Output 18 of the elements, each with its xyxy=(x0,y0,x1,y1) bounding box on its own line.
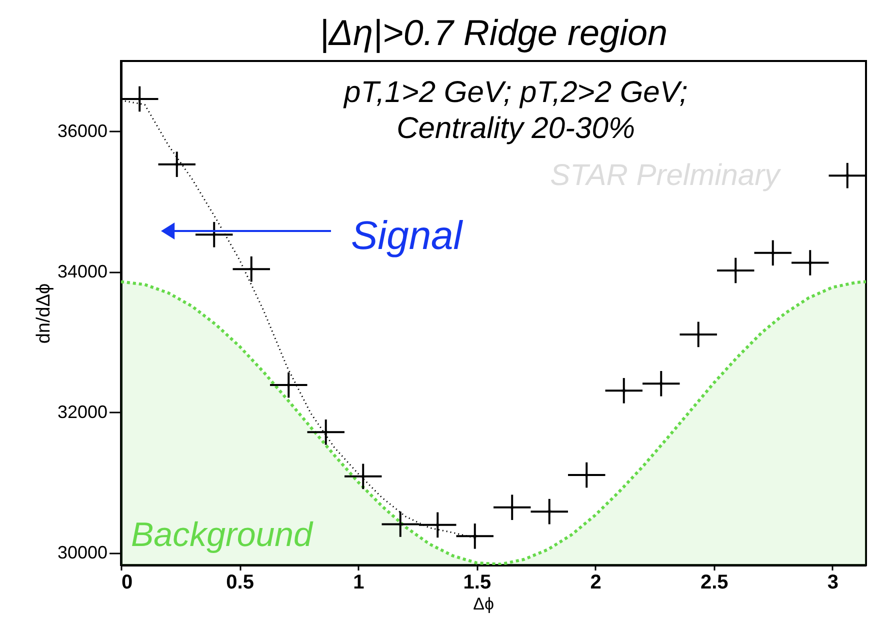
y-axis-title: dn/dΔϕ xyxy=(33,283,54,344)
annotation: Signal xyxy=(351,214,464,258)
x-tick-label: 0 xyxy=(122,572,133,594)
x-tick-label: 2.5 xyxy=(700,572,728,594)
annotation: pT,1>2 GeV; pT,2>2 GeV; xyxy=(343,76,688,109)
series-label: Background xyxy=(131,516,314,554)
y-tick-label: 34000 xyxy=(57,261,108,282)
x-tick-label: 1 xyxy=(353,572,364,594)
x-tick-label: 0.5 xyxy=(226,572,254,594)
y-tick-label: 30000 xyxy=(57,542,108,563)
annotation: Centrality 20-30% xyxy=(396,112,636,145)
y-tick-label: 36000 xyxy=(57,120,108,141)
x-tick-label: 3 xyxy=(827,572,838,594)
x-tick-label: 2 xyxy=(590,572,602,594)
chart-title: |Δη|>0.7 Ridge region xyxy=(319,12,668,53)
x-tick-label: 1.5 xyxy=(463,572,492,594)
x-axis-title: Δϕ xyxy=(473,594,494,614)
y-tick-label: 32000 xyxy=(57,402,108,422)
